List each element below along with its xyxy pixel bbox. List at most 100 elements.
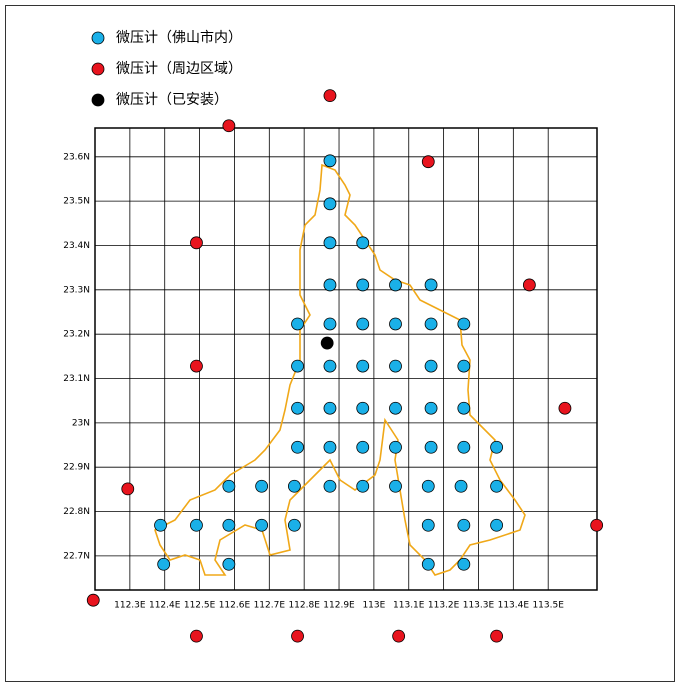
sensor-point [86,593,100,607]
sensor-point [255,479,269,493]
sensor-point [356,479,370,493]
frame [5,5,675,682]
sensor-point [157,557,171,571]
sensor-point [457,401,471,415]
plot-area [94,127,598,591]
sensor-point [291,359,304,373]
sensor-point [323,359,337,373]
sensor-point [323,197,337,211]
sensor-point [389,317,402,331]
y-tick-label: 23.3N [63,285,90,295]
sensor-point [522,278,536,292]
x-tick-label: 113.4E [498,601,530,611]
legend-label: 微压计（周边区域） [116,61,242,77]
sensor-point [389,401,402,415]
x-tick-label: 113.5E [532,601,564,611]
foshan-boundary [154,163,526,576]
sensor-point [154,518,167,532]
sensor-point [392,629,406,643]
sensor-point [356,440,370,454]
y-tick-label: 23.2N [63,330,90,340]
legend-swatch [91,93,105,107]
sensor-point [323,479,337,493]
sensor-point [424,278,438,292]
x-tick-label: 113.3E [463,601,495,611]
y-tick-label: 22.9N [63,463,90,473]
y-tick-label: 23.4N [63,241,90,251]
sensor-point [421,518,435,532]
sensor-point [421,155,435,169]
sensor-point [190,236,203,250]
sensor-point [323,278,337,292]
sensor-point [222,479,236,493]
sensor-point [356,359,370,373]
legend-label: 微压计（佛山市内） [116,29,242,46]
legend: 微压计（佛山市内） 微压计（周边区域） 微压计（已安装） [91,29,242,108]
legend-swatch [91,62,105,76]
sensor-point [457,359,471,373]
y-tick-label: 23.6N [63,152,90,162]
x-tick-label: 112.7E [254,601,286,611]
sensor-point [291,401,304,415]
sensor-point [323,440,337,454]
x-tick-label: 113E [362,601,385,611]
legend-swatch [91,31,105,45]
sensor-point [323,89,337,103]
sensor-point [291,440,304,454]
sensor-point [323,317,337,331]
sensor-point [457,557,471,571]
sensor-point [222,119,236,133]
sensor-point [389,359,402,373]
sensor-point [356,236,370,250]
sensor-point [558,401,572,415]
x-tick-label: 112.6E [219,601,251,611]
sensor-point [424,359,438,373]
sensor-point [320,336,334,350]
x-tick-label: 112.5E [184,601,216,611]
grid: 112.3E 112.4E 112.5E 112.6E 112.7E 112.8E 112.… [63,128,597,611]
sensor-point [490,518,504,532]
sensor-point [222,518,236,532]
sensor-point [291,317,304,331]
y-tick-label: 23.5N [63,197,90,207]
sensor-point [421,479,435,493]
sensor-point [457,518,471,532]
sensor-point [389,278,402,292]
sensor-point [255,518,269,532]
sensor-point [490,440,504,454]
sensor-point [288,479,301,493]
y-tick-label: 22.8N [63,507,90,517]
sensor-point [121,482,135,496]
sensor-point [421,557,435,571]
y-tick-label: 22.7N [63,551,90,561]
sensor-point [454,479,468,493]
x-tick-label: 112.3E [114,601,146,611]
sensor-point [323,154,337,168]
sensor-point [457,440,471,454]
x-tick-label: 113.1E [393,601,425,611]
sensor-point [590,518,604,532]
sensor-point [288,518,301,532]
sensor-point [490,629,504,643]
sensor-point [457,317,471,331]
sensor-point [323,236,337,250]
sensor-point [424,440,438,454]
sensor-point [356,278,370,292]
x-tick-label: 112.8E [288,601,320,611]
y-tick-label: 23N [72,418,90,428]
sensor-point [424,401,438,415]
x-tick-label: 112.9E [323,601,355,611]
sensor-point [389,479,402,493]
y-tick-label: 23.1N [63,374,90,384]
sensor-point [222,557,236,571]
sensor-point [356,401,370,415]
sensor-point [190,359,203,373]
legend-label: 微压计（已安装） [116,92,228,108]
sensor-point [490,479,504,493]
sensor-point [190,518,203,532]
sensor-point [190,629,203,643]
x-tick-label: 113.2E [428,601,460,611]
sensor-point [356,317,370,331]
markers [86,89,604,643]
sensor-point [323,401,337,415]
